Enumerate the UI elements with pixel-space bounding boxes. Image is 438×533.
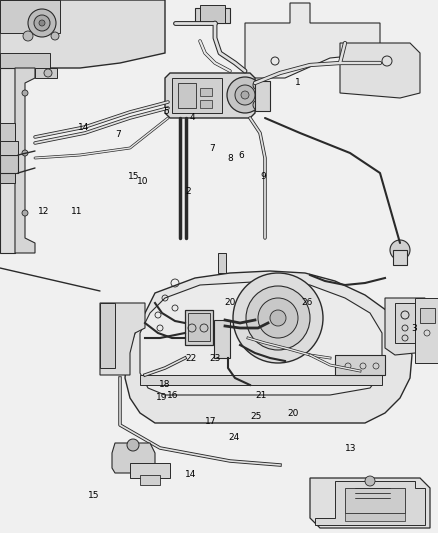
- Circle shape: [258, 298, 298, 338]
- Polygon shape: [0, 68, 15, 253]
- Circle shape: [227, 77, 263, 113]
- Ellipse shape: [214, 356, 230, 360]
- Bar: [393, 250, 407, 265]
- Bar: [140, 475, 160, 485]
- Polygon shape: [100, 303, 145, 375]
- Polygon shape: [310, 478, 430, 528]
- Text: 4: 4: [190, 113, 195, 122]
- Text: 24: 24: [229, 433, 240, 442]
- Bar: [218, 253, 226, 273]
- Text: 15: 15: [128, 173, 139, 181]
- Bar: [188, 313, 210, 341]
- Bar: [35, 68, 57, 78]
- Text: 19: 19: [156, 393, 168, 402]
- Polygon shape: [15, 68, 35, 253]
- Circle shape: [44, 69, 52, 77]
- Text: 1: 1: [295, 78, 301, 87]
- Text: 17: 17: [205, 417, 216, 426]
- Circle shape: [22, 210, 28, 216]
- Circle shape: [246, 286, 310, 350]
- Circle shape: [51, 32, 59, 40]
- Text: 14: 14: [78, 124, 89, 132]
- Text: 18: 18: [159, 380, 170, 389]
- Text: 20: 20: [224, 298, 236, 307]
- Text: 21: 21: [255, 391, 266, 400]
- Text: 16: 16: [167, 391, 179, 400]
- Circle shape: [365, 476, 375, 486]
- Text: 14: 14: [185, 470, 196, 479]
- Bar: [200, 5, 225, 23]
- Ellipse shape: [253, 269, 303, 281]
- Bar: [214, 320, 230, 358]
- Circle shape: [28, 9, 56, 37]
- Text: 3: 3: [411, 325, 417, 334]
- Bar: [0, 158, 15, 183]
- Circle shape: [270, 310, 286, 326]
- Text: 23: 23: [209, 353, 220, 362]
- Polygon shape: [415, 298, 438, 363]
- Text: 10: 10: [137, 177, 148, 185]
- Bar: [200, 100, 212, 108]
- Text: 26: 26: [301, 298, 312, 307]
- Polygon shape: [112, 443, 155, 473]
- Circle shape: [233, 273, 323, 363]
- Bar: [0, 123, 15, 153]
- Text: 15: 15: [88, 491, 100, 500]
- Text: 2: 2: [186, 188, 191, 196]
- Text: 12: 12: [38, 207, 49, 215]
- Text: 5: 5: [163, 108, 170, 116]
- Circle shape: [390, 240, 410, 260]
- Circle shape: [34, 15, 50, 31]
- Bar: [345, 513, 405, 521]
- Text: 11: 11: [71, 207, 82, 215]
- Polygon shape: [0, 268, 438, 533]
- Circle shape: [39, 20, 45, 26]
- Text: 8: 8: [227, 155, 233, 163]
- Polygon shape: [0, 0, 60, 33]
- Polygon shape: [0, 0, 438, 268]
- Bar: [185, 310, 213, 345]
- Circle shape: [241, 91, 249, 99]
- Text: 25: 25: [251, 412, 262, 421]
- Bar: [0, 141, 18, 155]
- Bar: [420, 308, 435, 323]
- Polygon shape: [140, 281, 382, 395]
- Bar: [255, 81, 270, 111]
- Circle shape: [22, 150, 28, 156]
- Polygon shape: [315, 481, 425, 525]
- Polygon shape: [0, 53, 50, 68]
- Circle shape: [127, 439, 139, 451]
- Text: 9: 9: [260, 173, 266, 181]
- Polygon shape: [0, 0, 165, 68]
- Text: 6: 6: [238, 151, 244, 160]
- Bar: [345, 488, 405, 513]
- Bar: [200, 88, 212, 96]
- Circle shape: [22, 90, 28, 96]
- Text: 20: 20: [288, 409, 299, 418]
- Circle shape: [23, 31, 33, 41]
- Polygon shape: [125, 271, 412, 423]
- Circle shape: [235, 85, 255, 105]
- Polygon shape: [385, 298, 425, 355]
- Bar: [0, 155, 18, 173]
- Polygon shape: [245, 3, 380, 78]
- Bar: [172, 78, 222, 113]
- Polygon shape: [140, 375, 382, 385]
- Text: 7: 7: [115, 130, 121, 139]
- Text: 7: 7: [209, 144, 215, 152]
- Polygon shape: [100, 303, 115, 368]
- Bar: [335, 355, 385, 375]
- Bar: [178, 83, 196, 108]
- Polygon shape: [165, 73, 255, 118]
- Ellipse shape: [214, 318, 230, 322]
- Polygon shape: [195, 8, 230, 23]
- Text: 22: 22: [185, 353, 196, 362]
- Text: 13: 13: [345, 443, 356, 453]
- Ellipse shape: [218, 271, 226, 275]
- Polygon shape: [395, 303, 415, 343]
- Bar: [130, 463, 170, 478]
- Polygon shape: [340, 43, 420, 98]
